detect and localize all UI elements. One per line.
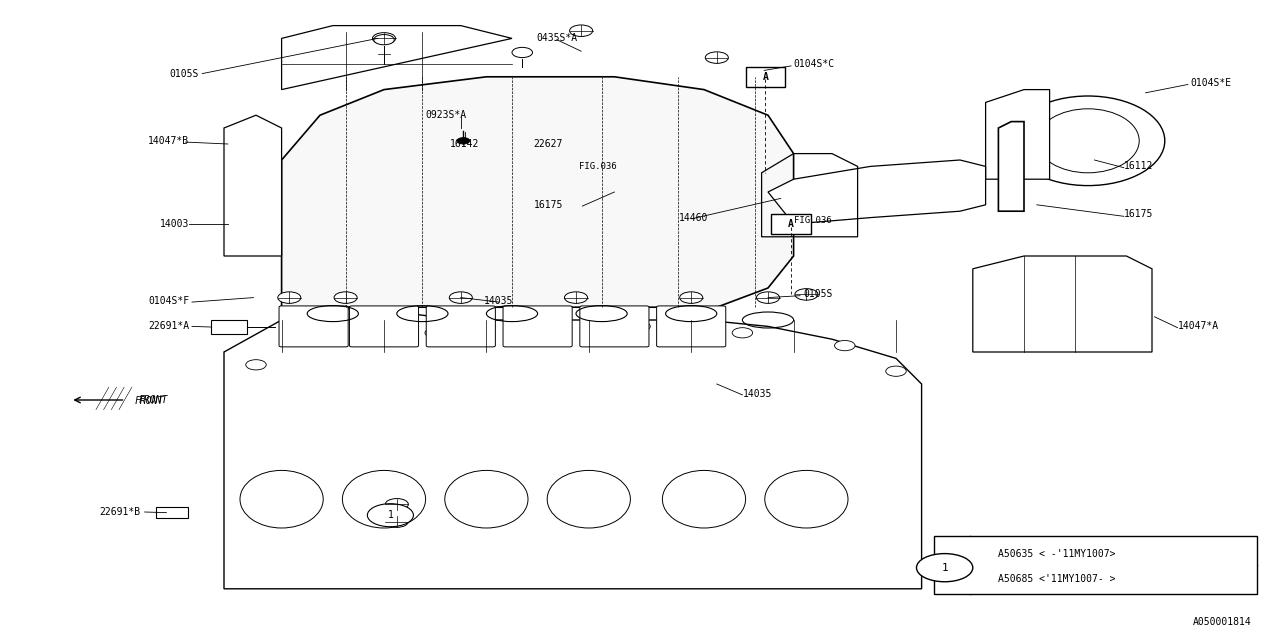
- Circle shape: [385, 516, 408, 527]
- Circle shape: [705, 52, 728, 63]
- Circle shape: [630, 321, 650, 332]
- Text: FRONT: FRONT: [134, 396, 164, 406]
- Circle shape: [457, 138, 470, 144]
- Circle shape: [756, 292, 780, 303]
- Circle shape: [323, 328, 343, 338]
- PathPatch shape: [282, 77, 794, 307]
- Circle shape: [374, 35, 394, 45]
- Bar: [746, 67, 785, 86]
- Circle shape: [425, 328, 445, 338]
- Text: 16175: 16175: [1124, 209, 1153, 220]
- PathPatch shape: [282, 26, 512, 90]
- Text: 14460: 14460: [678, 212, 708, 223]
- Circle shape: [732, 328, 753, 338]
- Text: 14035: 14035: [742, 388, 772, 399]
- Text: 0104S*C: 0104S*C: [794, 59, 835, 69]
- Text: FRONT: FRONT: [138, 396, 168, 405]
- Ellipse shape: [1011, 96, 1165, 186]
- Text: A50685 <'11MY1007- >: A50685 <'11MY1007- >: [998, 574, 1116, 584]
- Circle shape: [449, 292, 472, 303]
- Text: FIG.036: FIG.036: [579, 162, 616, 171]
- Text: 14047*A: 14047*A: [1178, 321, 1219, 332]
- FancyBboxPatch shape: [580, 306, 649, 347]
- Text: 0923S*A: 0923S*A: [425, 110, 466, 120]
- Circle shape: [512, 47, 532, 58]
- Text: 0104S*E: 0104S*E: [1190, 78, 1231, 88]
- PathPatch shape: [986, 90, 1050, 179]
- FancyBboxPatch shape: [211, 320, 247, 334]
- Text: 0105S: 0105S: [804, 289, 833, 300]
- Text: 0435S*A: 0435S*A: [536, 33, 577, 44]
- FancyBboxPatch shape: [279, 306, 348, 347]
- Circle shape: [570, 25, 593, 36]
- PathPatch shape: [224, 307, 922, 589]
- Bar: [934, 536, 1257, 594]
- Circle shape: [886, 366, 906, 376]
- Text: 1: 1: [941, 563, 948, 573]
- PathPatch shape: [224, 115, 282, 256]
- Bar: [772, 214, 810, 234]
- Circle shape: [564, 292, 588, 303]
- Circle shape: [246, 360, 266, 370]
- Text: 1: 1: [388, 510, 393, 520]
- Text: 14003: 14003: [160, 219, 189, 229]
- PathPatch shape: [768, 160, 986, 224]
- Text: 16142: 16142: [451, 139, 479, 149]
- PathPatch shape: [973, 256, 1152, 352]
- FancyBboxPatch shape: [156, 507, 188, 518]
- Circle shape: [278, 292, 301, 303]
- Text: A050001814: A050001814: [1193, 617, 1252, 627]
- Text: A50635 < -'11MY1007>: A50635 < -'11MY1007>: [998, 548, 1116, 559]
- FancyBboxPatch shape: [426, 306, 495, 347]
- Text: A: A: [788, 219, 794, 229]
- PathPatch shape: [998, 122, 1024, 211]
- Text: 22691*A: 22691*A: [148, 321, 189, 332]
- FancyBboxPatch shape: [349, 306, 419, 347]
- Text: FIG.036: FIG.036: [794, 216, 831, 225]
- Text: 14047*B: 14047*B: [148, 136, 189, 146]
- Text: 22691*B: 22691*B: [100, 507, 141, 517]
- Circle shape: [835, 340, 855, 351]
- Circle shape: [527, 321, 548, 332]
- Text: 16112: 16112: [1124, 161, 1153, 172]
- Circle shape: [795, 289, 818, 300]
- FancyBboxPatch shape: [503, 306, 572, 347]
- Circle shape: [385, 499, 408, 510]
- Circle shape: [334, 292, 357, 303]
- Text: 22627: 22627: [534, 139, 562, 149]
- Text: 14035: 14035: [484, 296, 513, 306]
- Text: 16175: 16175: [534, 200, 563, 210]
- Circle shape: [680, 292, 703, 303]
- Text: 0105S: 0105S: [169, 68, 198, 79]
- Circle shape: [367, 504, 413, 527]
- FancyBboxPatch shape: [657, 306, 726, 347]
- Circle shape: [916, 554, 973, 582]
- Circle shape: [372, 33, 396, 44]
- Text: A: A: [763, 72, 768, 82]
- Text: 0104S*F: 0104S*F: [148, 296, 189, 306]
